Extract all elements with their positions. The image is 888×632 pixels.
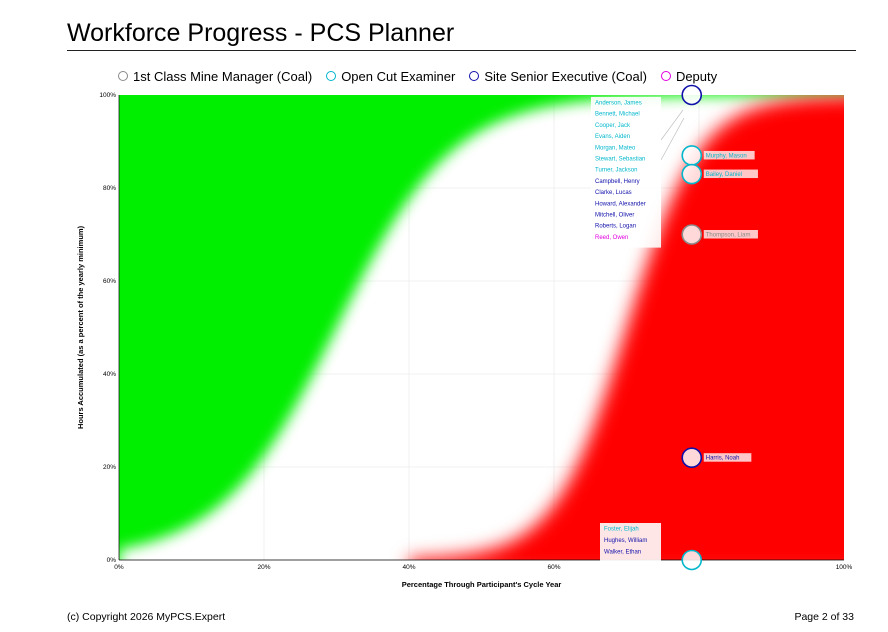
legend-circle-icon: [118, 71, 128, 81]
label-group-entry: Cooper, Jack: [595, 123, 631, 129]
label-group-entry: Campbell, Henry: [595, 179, 640, 185]
label-group-entry: Evans, Aiden: [595, 134, 630, 140]
legend-item-mine-manager[interactable]: 1st Class Mine Manager (Coal): [118, 69, 312, 84]
label-leader-lines: [660, 109, 685, 161]
legend-circle-icon: [326, 71, 337, 81]
label-group: Foster, Elijah Hughes, William Walker, Eth…: [600, 523, 661, 563]
label-group-entry: Reed, Owen: [595, 235, 628, 241]
data-point-marker[interactable]: [681, 84, 703, 106]
y-tick-label: 80%: [103, 185, 116, 192]
label-group-entry: Hughes, William: [604, 538, 647, 544]
label-group-entry: Clarke, Lucas: [595, 190, 632, 196]
y-tick-label: 0%: [107, 557, 117, 564]
y-tick-label: 60%: [103, 278, 116, 285]
copyright-text: (c) Copyright 2026 MyPCS.Expert: [67, 611, 226, 623]
point-label-text: Murphy, Mason: [706, 153, 747, 159]
label-group-box: [600, 523, 661, 563]
data-point-label: Bailey, Daniel: [703, 169, 758, 179]
label-group-entry: Turner, Jackson: [595, 168, 637, 174]
behind-zone: [409, 96, 844, 560]
legend-item-deputy[interactable]: Deputy: [660, 68, 718, 84]
data-point-marker[interactable]: [681, 549, 703, 571]
x-tick-label: 20%: [257, 564, 270, 571]
leader-line: [660, 109, 684, 141]
label-group-entry: Anderson, James: [595, 101, 642, 107]
point-label-text: Thompson, Liam: [706, 233, 751, 239]
report-title: Workforce Progress - PCS Planner: [67, 19, 455, 47]
point-label-text: Bailey, Daniel: [706, 172, 742, 178]
data-point-label: Murphy, Mason: [703, 150, 755, 160]
legend-item-site-senior-executive[interactable]: Site Senior Executive (Coal): [469, 69, 647, 84]
point-label-text: Harris, Noah: [706, 456, 740, 462]
y-tick-label: 100%: [99, 92, 116, 99]
data-point-label: Harris, Noah: [703, 453, 752, 462]
axes: 0% 20% 40% 60% 100% 0% 20% 40% 60% 80% 100% Percent…: [76, 92, 853, 589]
page-number: Page 2 of 33: [794, 611, 854, 623]
legend-label: Open Cut Examiner: [341, 68, 456, 84]
marker-layer: Murphy, Mason Bailey, Daniel Thompson, Lia…: [681, 84, 758, 571]
label-group-entry: Morgan, Mateo: [595, 145, 636, 151]
label-group: Anderson, James Bennett, Michael Cooper, J…: [591, 97, 661, 248]
legend-circle-icon: [469, 71, 480, 81]
y-tick-label: 40%: [103, 371, 116, 378]
chart-legend: 1st Class Mine Manager (Coal) Open Cut E…: [118, 67, 717, 85]
x-tick-label: 100%: [836, 564, 853, 571]
legend-label: Site Senior Executive (Coal): [484, 68, 647, 84]
label-group-entry: Walker, Ethan: [604, 550, 641, 556]
legend-label: 1st Class Mine Manager (Coal): [133, 68, 313, 84]
label-group-entry: Howard, Alexander: [595, 201, 646, 207]
leader-line: [660, 117, 685, 161]
plot-area: [119, 95, 844, 560]
ahead-zone: [119, 95, 844, 560]
legend-label: Deputy: [675, 68, 718, 84]
label-group-entry: Bennett, Michael: [595, 112, 640, 118]
title-divider: [67, 50, 856, 51]
data-point-marker[interactable]: [681, 163, 703, 185]
data-point-marker[interactable]: [681, 447, 703, 469]
point-label-layer: Anderson, James Bennett, Michael Cooper, J…: [591, 97, 661, 563]
x-tick-label: 40%: [402, 564, 415, 571]
y-axis-title: Hours Accumulated (as a percent of the y…: [76, 225, 85, 429]
data-point-marker[interactable]: [681, 145, 703, 166]
x-tick-label: 0%: [114, 564, 124, 571]
legend-item-open-cut-examiner[interactable]: Open Cut Examiner: [326, 69, 455, 84]
data-point-marker[interactable]: [681, 224, 703, 245]
label-group-entry: Mitchell, Oliver: [595, 213, 634, 219]
label-group-box: [591, 97, 661, 248]
label-group-entry: Foster, Elijah: [604, 527, 639, 533]
label-group-entry: Roberts, Logan: [595, 224, 636, 230]
x-axis-title: Percentage Through Participant's Cycle Y…: [402, 580, 562, 589]
y-tick-label: 20%: [103, 464, 116, 471]
data-point-label: Thompson, Liam: [703, 230, 758, 239]
label-group-entry: Stewart, Sebastian: [595, 157, 645, 163]
legend-circle-icon: [660, 71, 671, 81]
x-tick-label: 60%: [547, 564, 560, 571]
